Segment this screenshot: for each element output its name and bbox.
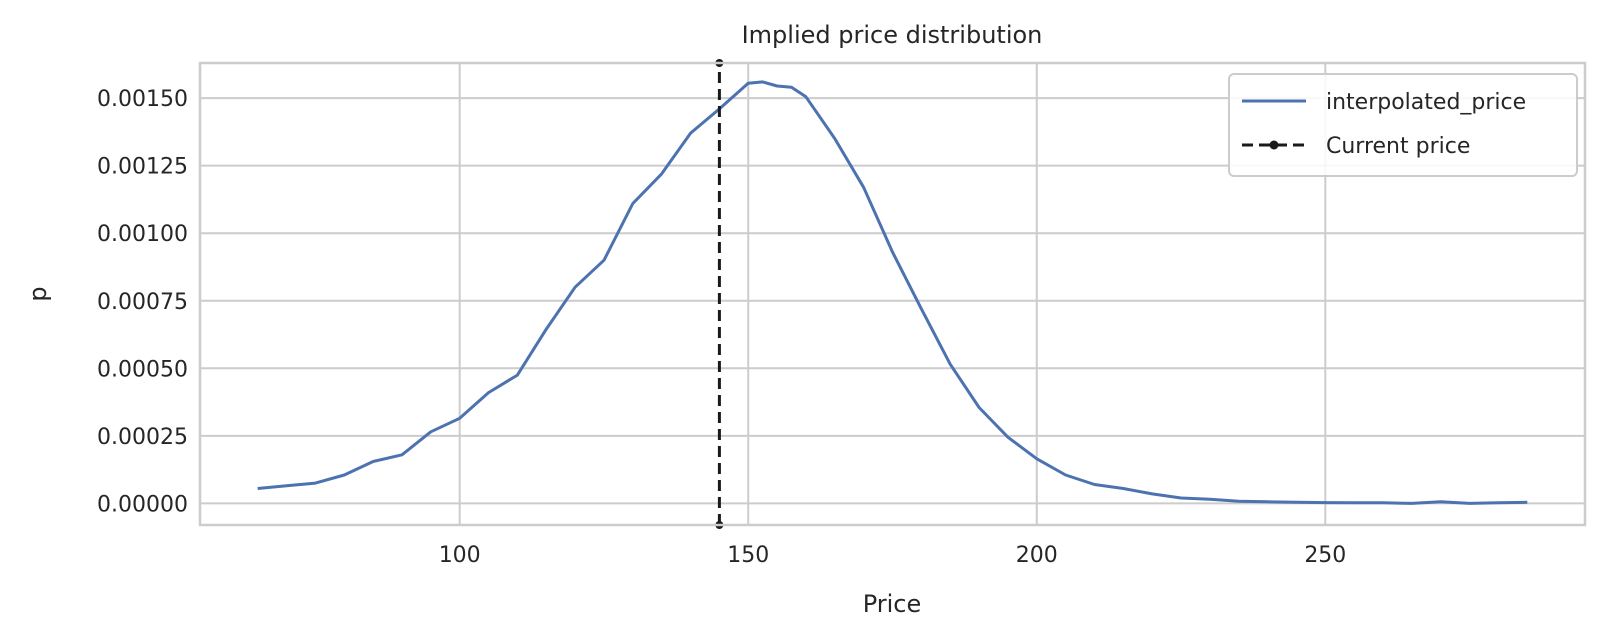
legend: interpolated_price Current price — [1228, 73, 1578, 177]
chart-title: Implied price distribution — [742, 21, 1043, 49]
y-tick-label: 0.00000 — [97, 492, 188, 517]
y-axis-label: p — [24, 286, 52, 301]
legend-label-current-price: Current price — [1326, 134, 1470, 159]
x-tick-label: 250 — [1304, 543, 1346, 568]
series-line-interpolated-price — [257, 80, 1528, 505]
legend-label-interpolated-price: interpolated_price — [1326, 90, 1526, 115]
y-tick-label: 0.00125 — [97, 155, 188, 180]
y-tick-label: 0.00075 — [97, 290, 188, 315]
legend-marker-current-price — [1269, 140, 1279, 150]
tick-labels: 100 150 200 250 0.00000 0.00025 0.00050 0.00075… — [97, 87, 1346, 568]
x-axis-label: Price — [863, 590, 922, 618]
y-tick-label: 0.00150 — [97, 87, 188, 112]
axes-frame — [198, 61, 1587, 527]
y-tick-label: 0.00100 — [97, 222, 188, 247]
y-tick-label: 0.00050 — [97, 357, 188, 382]
y-tick-label: 0.00025 — [97, 425, 188, 450]
plot-series — [257, 59, 1528, 529]
x-tick-label: 200 — [1016, 543, 1058, 568]
x-tick-label: 100 — [439, 543, 481, 568]
legend-box — [1228, 73, 1578, 177]
x-tick-label: 150 — [727, 543, 769, 568]
